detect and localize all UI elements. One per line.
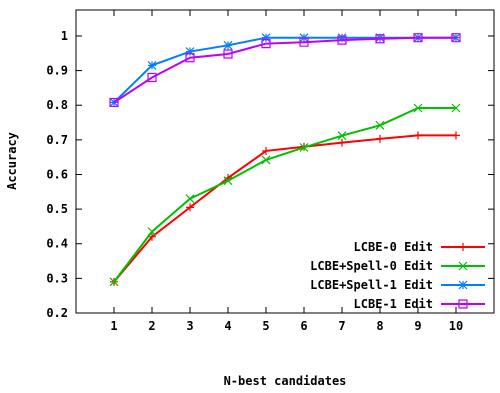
axis-ticks: 0.2 0.3 0.4 0.5 0.6 0.7 0.8 0.9 1 1 2 3 4 5 6 7 8 9 10	[46, 10, 494, 333]
x-tick-label: 8	[376, 319, 383, 333]
data-point	[375, 34, 385, 44]
data-point	[147, 227, 157, 237]
x-tick-label: 3	[186, 319, 193, 333]
data-point	[451, 103, 461, 113]
data-point	[262, 146, 270, 155]
y-tick-label: 0.4	[46, 237, 68, 251]
series-line	[113, 106, 456, 283]
x-tick-label: 5	[262, 319, 269, 333]
data-point	[414, 131, 422, 140]
data-point	[337, 35, 347, 45]
data-point	[261, 33, 271, 43]
data-point	[413, 103, 423, 113]
legend-label: LCBE+Spell-0 Edit	[310, 259, 433, 273]
data-point	[223, 176, 233, 186]
legend-marker	[459, 243, 467, 251]
data-point	[147, 60, 157, 70]
y-tick-label: 0.7	[46, 133, 68, 147]
legend: LCBE-0 Edit LCBE+Spell-0 Edit LCBE+Spell-1…	[310, 240, 485, 311]
x-tick-label: 7	[338, 319, 345, 333]
y-tick-label: 0.9	[46, 64, 68, 78]
data-point	[185, 53, 195, 63]
plot-frame	[75, 9, 495, 314]
series-2	[109, 103, 461, 287]
y-tick-label: 1	[61, 29, 68, 43]
series-line	[113, 134, 456, 283]
data-point	[261, 38, 271, 49]
data-point	[375, 120, 385, 130]
data-point	[452, 131, 460, 140]
series-3	[109, 33, 461, 107]
data-point	[451, 33, 461, 43]
data-point	[223, 49, 233, 59]
data-point	[338, 138, 346, 147]
legend-label: LCBE-0 Edit	[354, 240, 433, 254]
data-point	[109, 97, 119, 108]
x-tick-label: 10	[449, 319, 463, 333]
y-tick-label: 0.6	[46, 167, 68, 181]
data-point	[337, 131, 347, 141]
legend-marker	[458, 299, 468, 309]
y-tick-label: 0.8	[46, 98, 68, 112]
series-group	[109, 33, 461, 287]
data-point	[376, 134, 384, 143]
x-tick-label: 2	[148, 319, 155, 333]
y-axis-title: Accuracy	[5, 132, 19, 190]
x-tick-label: 4	[224, 319, 231, 333]
data-point	[375, 33, 385, 43]
series-line	[113, 36, 456, 104]
x-tick-label: 6	[300, 319, 307, 333]
legend-marker	[458, 280, 468, 290]
data-point	[413, 33, 423, 43]
data-point	[223, 40, 233, 50]
x-tick-label: 9	[414, 319, 421, 333]
data-point	[337, 33, 347, 43]
data-point	[147, 72, 157, 83]
data-point	[185, 47, 195, 56]
x-axis-title: N-best candidates	[224, 374, 347, 388]
y-tick-label: 0.5	[46, 202, 68, 216]
legend-marker	[458, 261, 468, 271]
legend-label: LCBE+Spell-1 Edit	[310, 278, 433, 292]
data-point	[186, 203, 194, 212]
y-tick-label: 0.2	[46, 306, 68, 320]
data-point	[299, 37, 309, 47]
data-point	[109, 277, 119, 287]
data-point	[185, 194, 195, 204]
data-point	[261, 155, 271, 165]
y-tick-label: 0.3	[46, 271, 68, 285]
data-point	[299, 143, 309, 152]
legend-label: LCBE-1 Edit	[354, 297, 433, 311]
x-tick-label: 1	[110, 319, 117, 333]
data-point	[148, 232, 156, 241]
series-4	[109, 33, 461, 108]
